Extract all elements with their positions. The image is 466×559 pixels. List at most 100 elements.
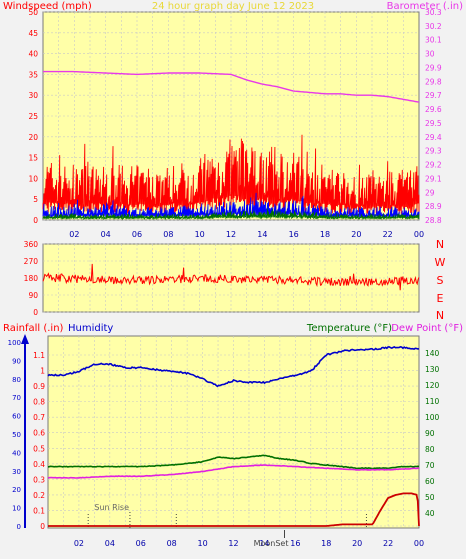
barometer-tick-label: 29.7	[425, 91, 442, 100]
time-tick-label: 22	[383, 539, 393, 548]
time-tick-label: 04	[105, 539, 115, 548]
time-tick-label: 18	[320, 230, 330, 239]
humidity-tick-label: 60	[12, 413, 21, 421]
temperature-axis-title: Temperature (°F)	[306, 323, 392, 334]
barometer-tick-label: 29.3	[425, 147, 442, 156]
windspeed-tick-label: 10	[28, 174, 38, 183]
barometer-tick-label: 30.2	[425, 22, 442, 31]
wind-direction-series	[42, 263, 420, 291]
barometer-tick-label: 29.5	[425, 119, 442, 128]
humidity-tick-label: 100	[8, 339, 21, 347]
temperature-tick-label: 100	[425, 413, 440, 422]
temperature-tick-label: 70	[425, 461, 435, 470]
time-tick-label: 06	[136, 539, 146, 548]
time-tick-label: 10	[197, 539, 207, 548]
rainfall-tick-label: 0.5	[33, 444, 45, 453]
windspeed-axis-title: Windspeed (mph)	[3, 1, 92, 12]
barometer-tick-label: 28.9	[425, 202, 442, 211]
moonset-label: MoonSet	[254, 539, 289, 548]
barometer-axis-title: Barometer (.in)	[387, 1, 463, 12]
windspeed-tick-label: 5	[33, 195, 38, 204]
windspeed-tick-label: 35	[28, 70, 38, 79]
chart-title: 24 hour graph day June 12 2023	[152, 1, 314, 12]
time-tick-label: 06	[132, 230, 142, 239]
temperature-series	[47, 454, 420, 470]
windspeed-tick-label: 50	[28, 8, 38, 17]
time-tick-label: 12	[226, 230, 236, 239]
temperature-tick-label: 50	[425, 493, 435, 502]
rainfall-tick-label: 0.4	[33, 460, 45, 469]
time-tick-label: 14	[257, 230, 267, 239]
humidity-axis-arrow	[21, 334, 29, 344]
rainfall-tick-label: 0.2	[33, 491, 45, 500]
humidity-axis-title: Humidity	[68, 323, 113, 334]
direction-tick-label: 180	[24, 274, 39, 283]
barometer-tick-label: 29	[425, 188, 435, 197]
humidity-tick-label: 80	[12, 376, 21, 384]
time-tick-label: 00	[414, 230, 424, 239]
time-tick-label: 04	[101, 230, 111, 239]
rainfall-tick-label: 0	[40, 522, 45, 531]
windspeed-tick-label: 20	[28, 133, 38, 142]
temperature-tick-label: 40	[425, 509, 435, 518]
barometer-tick-label: 29.2	[425, 161, 442, 170]
humidity-series	[47, 345, 420, 388]
time-tick-label: 20	[351, 230, 361, 239]
humidity-tick-label: 40	[12, 449, 21, 457]
time-tick-label: 16	[290, 539, 300, 548]
windspeed-tick-label: 0	[33, 216, 38, 225]
barometer-tick-label: 29.6	[425, 105, 442, 114]
rainfall-series	[48, 492, 420, 527]
rainfall-tick-label: 0.9	[33, 382, 45, 391]
temperature-tick-label: 130	[425, 365, 440, 374]
compass-label: E	[437, 292, 444, 305]
rainfall-tick-label: 0.7	[33, 413, 45, 422]
compass-label: S	[437, 274, 444, 287]
time-tick-label: 08	[167, 539, 177, 548]
barometer-tick-label: 30.1	[425, 36, 442, 45]
time-tick-label: 02	[69, 230, 79, 239]
windspeed-tick-label: 25	[28, 112, 38, 121]
dewpoint-axis-title: Dew Point (°F)	[391, 323, 463, 334]
temperature-tick-label: 90	[425, 429, 435, 438]
windspeed-tick-label: 45	[28, 29, 38, 38]
temperature-tick-label: 80	[425, 445, 435, 454]
barometer-tick-label: 29.9	[425, 63, 442, 72]
barometer-tick-label: 30.3	[425, 8, 442, 17]
wind-gust-series	[42, 134, 420, 214]
time-tick-label: 14	[259, 539, 269, 548]
compass-label: W	[435, 256, 446, 269]
humidity-tick-label: 70	[12, 394, 21, 402]
wind-average-series	[42, 208, 420, 221]
time-tick-label: 02	[74, 539, 84, 548]
time-tick-label: 10	[195, 230, 205, 239]
rainfall-tick-label: 0.8	[33, 398, 45, 407]
humidity-tick-label: 30	[12, 468, 21, 476]
rainfall-tick-label: 1	[40, 367, 45, 376]
time-tick-label: 12	[228, 539, 238, 548]
dewpoint-series	[47, 464, 420, 479]
time-tick-label: 18	[321, 539, 331, 548]
windspeed-tick-label: 15	[28, 154, 38, 163]
time-tick-label: 22	[383, 230, 393, 239]
direction-tick-label: 0	[33, 308, 38, 317]
windspeed-tick-label: 30	[28, 91, 38, 100]
barometer-tick-label: 28.8	[425, 216, 442, 225]
time-tick-label: 08	[163, 230, 173, 239]
barometer-tick-label: 30	[425, 50, 435, 59]
temperature-tick-label: 140	[425, 349, 440, 358]
temperature-tick-label: 120	[425, 381, 440, 390]
temperature-tick-label: 60	[425, 477, 435, 486]
time-tick-label: 00	[414, 539, 424, 548]
rainfall-axis-title: Rainfall (.in)	[3, 323, 64, 334]
humidity-tick-label: 50	[12, 431, 21, 439]
humidity-tick-label: 0	[17, 523, 21, 531]
direction-tick-label: 270	[24, 257, 39, 266]
compass-label: N	[436, 238, 444, 251]
rainfall-tick-label: 0.1	[33, 506, 45, 515]
direction-tick-label: 90	[28, 291, 38, 300]
temperature-tick-label: 110	[425, 397, 440, 406]
rainfall-tick-label: 0.3	[33, 475, 45, 484]
